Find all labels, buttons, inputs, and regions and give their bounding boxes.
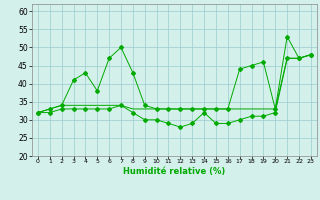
X-axis label: Humidité relative (%): Humidité relative (%) xyxy=(123,167,226,176)
